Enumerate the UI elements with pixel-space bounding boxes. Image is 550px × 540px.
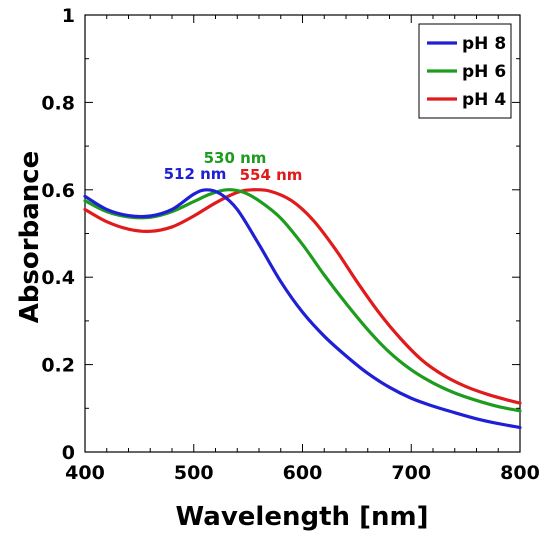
x-tick-label: 600 <box>283 462 323 484</box>
legend-label-ph-6: pH 6 <box>462 62 506 82</box>
x-tick-label: 700 <box>391 462 431 484</box>
legend-label-ph-4: pH 4 <box>462 90 506 110</box>
x-axis-title: Wavelength [nm] <box>176 502 429 532</box>
y-tick-label: 0.8 <box>41 92 75 114</box>
peak-label-ph-6: 530 nm <box>204 149 267 167</box>
axis-ticks <box>84 14 521 453</box>
x-tick-label: 500 <box>174 462 214 484</box>
y-tick-label: 0.2 <box>41 355 75 377</box>
peak-label-ph-8: 512 nm <box>164 165 227 183</box>
y-tick-label: 0.4 <box>41 267 75 289</box>
series-line-ph-8 <box>83 188 522 430</box>
x-tick-label: 800 <box>500 462 540 484</box>
y-tick-label: 0 <box>62 442 75 464</box>
x-tick-label: 400 <box>65 462 105 484</box>
legend-label-ph-8: pH 8 <box>462 34 506 54</box>
series-line-ph-4 <box>83 188 522 405</box>
y-tick-label: 1 <box>62 5 75 27</box>
tick-labels: 400 500 600 700 800 0 0.2 0.4 0.6 0.8 1 <box>41 5 540 484</box>
y-axis-title: Absorbance <box>15 151 45 324</box>
peak-label-ph-4: 554 nm <box>240 166 303 184</box>
y-tick-label: 0.6 <box>41 180 75 202</box>
series-lines <box>83 188 522 430</box>
legend: pH 8 pH 6 pH 4 <box>418 23 512 119</box>
